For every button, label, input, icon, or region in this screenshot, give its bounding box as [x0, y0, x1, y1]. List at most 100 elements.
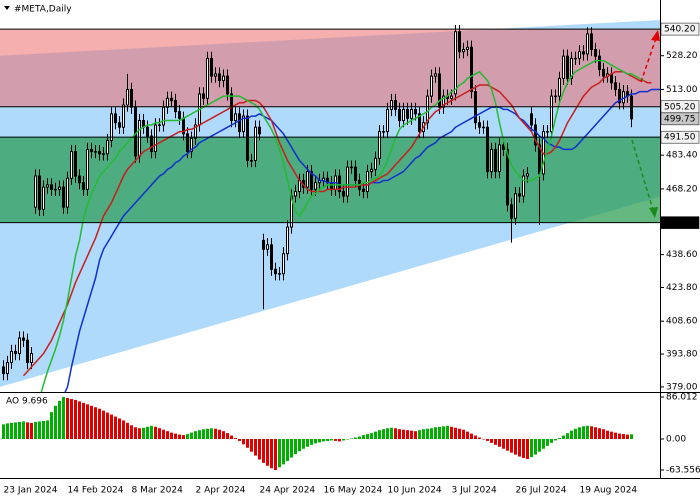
ao-bar — [10, 422, 13, 439]
candle-body — [590, 33, 593, 50]
ao-bar — [158, 428, 161, 439]
ao-bar — [226, 433, 229, 439]
price-label: 540.20 — [664, 25, 696, 35]
ao-bar — [542, 438, 545, 449]
ao-bar — [526, 438, 529, 459]
ao-bar — [178, 434, 181, 439]
ao-bar — [194, 431, 197, 439]
ao-bar — [442, 426, 445, 439]
candle-body — [570, 57, 573, 79]
price-label-box — [660, 216, 700, 229]
ao-bar — [334, 438, 337, 441]
chart-title: #META,Daily — [14, 5, 72, 15]
ao-bar — [234, 438, 237, 439]
ao-bar — [462, 429, 465, 439]
candle-body — [518, 193, 521, 197]
ao-bar — [382, 429, 385, 439]
ao-bar — [42, 420, 45, 439]
candle-body — [86, 148, 89, 190]
ao-bar — [494, 438, 497, 445]
ao-bar — [582, 426, 585, 439]
candle-body — [210, 57, 213, 77]
y-tick-label: 438.60 — [666, 250, 698, 260]
candle-body — [122, 104, 125, 128]
ao-tick-label: -63.556 — [666, 466, 700, 476]
candle-body — [550, 95, 553, 133]
candle-body — [506, 148, 509, 206]
candle-body — [598, 55, 601, 70]
candle-body — [402, 108, 405, 122]
candle-body — [78, 175, 81, 184]
candle-body — [526, 173, 529, 177]
ao-bar — [574, 428, 577, 439]
ao-bar — [414, 431, 417, 439]
ao-bar — [114, 416, 117, 439]
candle-body — [286, 226, 289, 255]
ao-bar — [162, 429, 165, 439]
price-label-box — [660, 130, 700, 144]
candle-body — [414, 108, 417, 115]
ao-bar — [2, 424, 5, 439]
ao-bar — [554, 438, 557, 441]
candle-body — [202, 93, 205, 99]
candle-body — [14, 350, 17, 355]
ao-bar — [38, 421, 41, 439]
candle-body — [378, 131, 381, 159]
candle-body — [558, 77, 561, 97]
down-arrow — [631, 139, 654, 211]
candle-body — [30, 353, 33, 363]
ao-bar — [422, 429, 425, 439]
candle-body — [2, 366, 5, 375]
candle-body — [150, 135, 153, 153]
price-label: 491.50 — [664, 133, 696, 143]
candle-body — [482, 126, 485, 129]
ao-bar — [590, 426, 593, 439]
candle-body — [18, 337, 21, 355]
ao-bar — [378, 430, 381, 439]
candle-body — [234, 113, 237, 122]
candle-body — [498, 144, 501, 173]
candle-body — [486, 126, 489, 173]
ao-bar — [366, 434, 369, 439]
candle-body — [118, 122, 121, 128]
ao-bar — [66, 397, 69, 439]
candle-body — [106, 140, 109, 155]
candle-body — [330, 182, 333, 190]
candle-body — [190, 137, 193, 153]
ao-bar — [598, 428, 601, 439]
ao-bar — [214, 428, 217, 439]
ao-bar — [466, 431, 469, 439]
ao-bar — [630, 434, 633, 439]
candle-body — [178, 111, 181, 119]
ao-bar — [270, 438, 273, 469]
ao-bar — [510, 438, 513, 453]
candle-body — [490, 148, 493, 173]
ao-bar — [450, 426, 453, 439]
candle-body — [574, 57, 577, 60]
ao-bar — [594, 427, 597, 439]
candle-body — [514, 193, 517, 219]
ao-bar — [606, 430, 609, 439]
candle-body — [282, 253, 285, 275]
ao-bar — [446, 425, 449, 439]
ao-bar — [126, 422, 129, 439]
ao-bar — [98, 408, 101, 439]
ao-bar — [374, 431, 377, 439]
ao-bar — [22, 421, 25, 439]
annotation-arrows — [631, 30, 660, 218]
ao-bar — [394, 428, 397, 439]
candle-body — [82, 182, 85, 190]
candle-body — [594, 48, 597, 57]
candle-body — [102, 153, 105, 155]
ao-bar — [314, 438, 317, 444]
candle-body — [26, 339, 29, 363]
ao-bar — [482, 438, 485, 440]
ao-bar — [278, 438, 281, 468]
ao-bar — [426, 428, 429, 439]
candle-body — [306, 171, 309, 188]
ao-bar — [258, 438, 261, 460]
candle-body — [630, 95, 633, 120]
candle-body — [218, 73, 221, 82]
ao-bar — [602, 429, 605, 439]
ao-bar — [438, 426, 441, 439]
